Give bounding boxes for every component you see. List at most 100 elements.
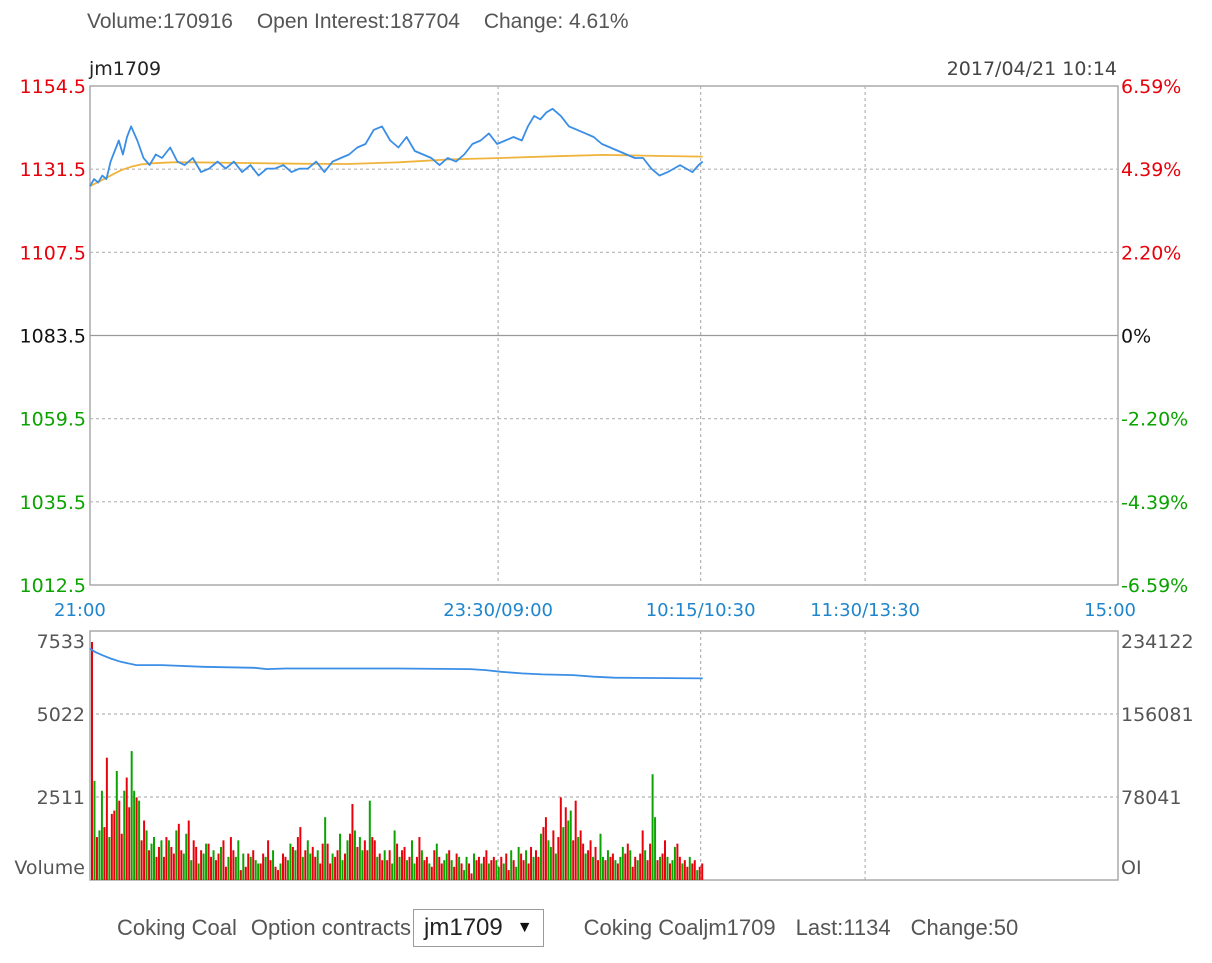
- volume-bar: [507, 870, 510, 880]
- volume-bar: [696, 870, 699, 880]
- volume-bar: [224, 866, 227, 880]
- volume-bar: [450, 860, 453, 880]
- volume-bar: [348, 833, 351, 880]
- volume-bar: [688, 856, 691, 880]
- volume-bar: [254, 860, 257, 880]
- oi-tick-label: 156081: [1121, 704, 1194, 726]
- volume-bar: [547, 840, 550, 880]
- volume-bar: [202, 853, 205, 880]
- volume-bar: [113, 810, 116, 880]
- volume-bar: [544, 817, 547, 880]
- volume-bar: [406, 860, 409, 880]
- volume-bar: [182, 853, 185, 880]
- volume-bar: [358, 837, 361, 880]
- volume-bar: [666, 856, 669, 880]
- volume-bar: [91, 642, 93, 880]
- volume-bar: [277, 870, 280, 880]
- open-interest-stat: Open Interest:187704: [256, 10, 460, 33]
- volume-bar: [98, 830, 101, 880]
- volume-bar: [296, 837, 299, 880]
- volume-bar: [356, 846, 359, 880]
- volume-bar: [239, 870, 242, 880]
- volume-bar: [316, 850, 319, 880]
- volume-bar: [428, 863, 431, 880]
- volume-bar: [455, 853, 458, 880]
- volume-bar: [634, 856, 637, 880]
- contract-select[interactable]: jm1709 ▼: [413, 909, 544, 947]
- volume-bar: [363, 840, 366, 880]
- volume-bar: [443, 860, 446, 880]
- volume-bar: [326, 843, 329, 880]
- price-tick-label: 1035.5: [20, 492, 86, 514]
- volume-bar: [334, 856, 337, 880]
- volume-bar: [487, 863, 490, 880]
- volume-bar: [490, 860, 493, 880]
- volume-bar: [418, 837, 421, 880]
- volume-bar: [599, 833, 602, 880]
- volume-bar: [517, 846, 520, 880]
- volume-bar: [304, 850, 307, 880]
- volume-bar: [160, 840, 163, 880]
- volume-bar: [222, 840, 225, 880]
- volume-bar: [279, 863, 282, 880]
- volume-bar: [242, 853, 245, 880]
- volume-bar: [192, 840, 195, 880]
- volume-bar: [510, 850, 513, 880]
- volume-bar: [656, 860, 659, 880]
- open-interest-line: [89, 647, 703, 680]
- volume-bar: [535, 850, 537, 880]
- volume-bar: [683, 860, 686, 880]
- volume-bar: [309, 853, 312, 880]
- percent-tick-label: -2.20%: [1121, 409, 1188, 431]
- volume-bar: [559, 797, 562, 880]
- oi-tick-label: OI: [1121, 857, 1142, 879]
- volume-bar: [306, 840, 309, 880]
- average-price-line: [89, 153, 703, 188]
- volume-bar: [597, 860, 600, 880]
- volume-bar: [522, 860, 525, 880]
- volume-bar: [177, 823, 180, 880]
- volume-bar: [659, 856, 662, 880]
- volume-bar: [396, 843, 399, 880]
- volume-bar: [371, 837, 374, 880]
- volume-bar: [232, 850, 235, 880]
- volume-bar: [530, 846, 533, 880]
- last-price: Last:1134: [795, 915, 891, 940]
- volume-tick-label: 5022: [37, 704, 85, 726]
- volume-bar: [564, 807, 567, 880]
- symbol-label: jm1709: [88, 58, 161, 80]
- volume-bar: [108, 837, 111, 880]
- volume-bar: [95, 837, 98, 880]
- volume-bar: [661, 853, 664, 880]
- volume-bar: [485, 850, 488, 880]
- volume-bar: [668, 863, 671, 880]
- volume-bar: [378, 853, 381, 880]
- volume-bar: [103, 827, 106, 880]
- volume-tick-label: 2511: [37, 787, 85, 809]
- volume-bar: [537, 856, 540, 880]
- volume-bar: [614, 860, 617, 880]
- contract-select-value: jm1709: [424, 914, 503, 941]
- volume-bar: [463, 870, 466, 880]
- volume-bar: [341, 860, 344, 880]
- stats-bar: Volume:170916 Open Interest:187704 Chang…: [87, 10, 647, 34]
- volume-bar: [289, 843, 292, 880]
- volume-bar: [301, 856, 304, 880]
- volume-bar: [611, 853, 614, 880]
- volume-bar: [438, 856, 441, 880]
- volume-bar: [128, 807, 131, 880]
- volume-bar: [448, 850, 451, 880]
- volume-bar: [554, 853, 557, 880]
- volume-bar: [353, 830, 356, 880]
- volume-bar: [93, 780, 96, 880]
- volume-bar: [639, 853, 642, 880]
- volume-bar: [170, 846, 173, 880]
- volume-bar: [671, 860, 674, 880]
- volume-bar: [257, 863, 260, 880]
- price-tick-label: 1083.5: [20, 326, 86, 348]
- volume-bar: [373, 840, 376, 880]
- price-line: [89, 107, 704, 187]
- volume-bar: [388, 850, 391, 880]
- volume-bar: [636, 860, 639, 880]
- time-tick-label: 10:15/10:30: [646, 600, 756, 621]
